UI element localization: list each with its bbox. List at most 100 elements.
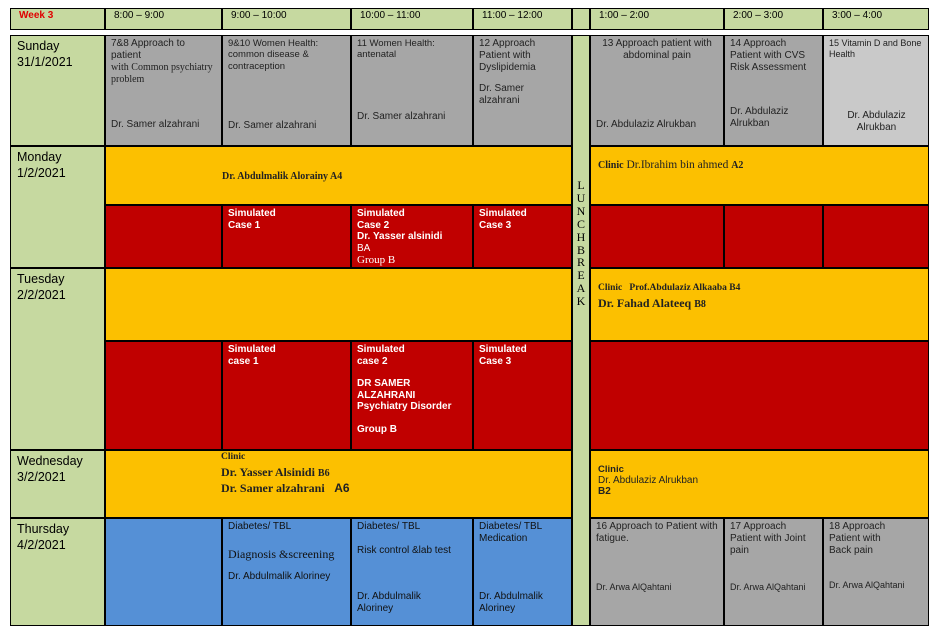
sunday-session-6: 14 Approach Patient with CVS Risk Assess… xyxy=(724,35,823,146)
session-doctor: Dr. Yasser alsinidi xyxy=(357,231,467,243)
week-label-cell: Week 3 xyxy=(10,8,105,30)
session-title: Diabetes/ TBL xyxy=(228,521,345,533)
monday-red-slot-5 xyxy=(590,205,724,268)
slot-time: 8:00 – 9:00 xyxy=(114,10,164,21)
session-title: 18 Approach Patient with Back pain xyxy=(829,521,904,557)
session-doctor: Dr. Samer alzahrani xyxy=(357,111,468,123)
slot-header-7: 3:00 – 4:00 xyxy=(823,8,929,30)
session-topic: Diagnosis &screening xyxy=(228,547,345,561)
clinic-code: B2 xyxy=(598,486,611,498)
session-title: 9&10 Women Health: common disease & cont… xyxy=(228,38,345,72)
session-title: Simulated case 2 xyxy=(357,344,417,367)
thursday-blue-slot-1 xyxy=(105,518,222,626)
day-date: 1/2/2021 xyxy=(17,166,98,182)
clinic-doctor: Dr. Abdulmalik Alorainy A4 xyxy=(222,171,342,183)
day-label-tuesday: Tuesday 2/2/2021 xyxy=(10,268,105,450)
day-date: 4/2/2021 xyxy=(17,538,98,554)
day-name: Wednesday xyxy=(17,454,98,470)
session-title: Diabetes/ TBL Medication xyxy=(479,521,566,545)
sunday-session-7: 15 Vitamin D and Bone Health Dr. Abdulaz… xyxy=(823,35,929,146)
tuesday-simulated-case-3: Simulated Case 3 xyxy=(473,341,572,450)
session-title: 12 Approach Patient with Dyslipidemia xyxy=(479,38,566,74)
session-title: Simulated case 1 xyxy=(228,344,288,367)
day-date: 31/1/2021 xyxy=(17,55,98,71)
session-doctor: Dr. Samer alzahrani xyxy=(111,119,217,131)
tuesday-simulated-case-1: Simulated case 1 xyxy=(222,341,351,450)
sunday-session-4: 12 Approach Patient with Dyslipidemia Dr… xyxy=(473,35,572,146)
tuesday-simulated-case-2: Simulated case 2 DR SAMER ALZAHRANI Psyc… xyxy=(351,341,473,450)
clinic-line-2: Dr. Samer alzahrani A6 xyxy=(221,481,350,495)
session-group: Group B xyxy=(357,424,467,436)
session-title: 14 Approach Patient with CVS Risk Assess… xyxy=(730,38,817,74)
lunch-letter: U xyxy=(573,192,589,205)
clinic-label: Clinic xyxy=(598,160,624,171)
thursday-session-6: 17 Approach Patient with Joint pain Dr. … xyxy=(724,518,823,626)
session-doctor: Dr. Abdulmalik Aloriney xyxy=(479,591,559,615)
slot-time: 9:00 – 10:00 xyxy=(231,10,287,21)
monday-morning-clinic: Dr. Abdulmalik Alorainy A4 xyxy=(105,146,572,205)
lunch-letter: C xyxy=(573,218,589,231)
session-doctor: Dr. Samer alzahrani xyxy=(479,83,567,107)
session-doctor: Dr. Arwa AlQahtani xyxy=(730,582,818,593)
slot-time: 2:00 – 3:00 xyxy=(733,10,783,21)
clinic-line-1: Dr. Yasser Alsinidi B6 xyxy=(221,465,330,480)
session-title: 17 Approach Patient with Joint pain xyxy=(730,521,817,557)
clinic-code: B6 xyxy=(318,468,330,479)
session-title: 15 Vitamin D and Bone Health xyxy=(829,38,923,60)
slot-header-5: 1:00 – 2:00 xyxy=(590,8,724,30)
thursday-session-3: Diabetes/ TBL Risk control &lab test Dr.… xyxy=(351,518,473,626)
monday-red-slot-7 xyxy=(823,205,929,268)
slot-header-3: 10:00 – 11:00 xyxy=(351,8,473,30)
session-code: BA xyxy=(357,243,467,254)
session-title: Simulated Case 1 xyxy=(228,208,288,231)
tuesday-red-slot-1 xyxy=(105,341,222,450)
session-doctor: DR SAMER ALZAHRANI xyxy=(357,378,447,401)
session-doctor: Dr. Samer alzahrani xyxy=(228,120,346,132)
day-name: Thursday xyxy=(17,522,98,538)
tuesday-afternoon-clinic: Clinic Prof.Abdulaziz Alkaaba B4 Dr. Fah… xyxy=(590,268,929,341)
session-topic: Psychiatry Disorder xyxy=(357,401,467,413)
thursday-session-4: Diabetes/ TBL Medication Dr. Abdulmalik … xyxy=(473,518,572,626)
slot-header-4: 11:00 – 12:00 xyxy=(473,8,572,30)
day-label-sunday: Sunday 31/1/2021 xyxy=(10,35,105,146)
session-doctor: Dr. Abdulaziz Alrukban xyxy=(829,110,924,134)
slot-header-1: 8:00 – 9:00 xyxy=(105,8,222,30)
thursday-session-5: 16 Approach to Patient with fatigue. Dr.… xyxy=(590,518,724,626)
monday-simulated-case-3: Simulated Case 3 xyxy=(473,205,572,268)
clinic-line: Clinic Dr.Ibrahim bin ahmed A2 xyxy=(598,159,743,173)
day-name: Tuesday xyxy=(17,272,98,288)
session-subtitle: with Common psychiatry problem xyxy=(111,62,216,86)
lunch-letter: N xyxy=(573,205,589,218)
week-label: Week 3 xyxy=(19,10,53,21)
clinic-code: A2 xyxy=(731,160,743,171)
session-doctor: Dr. Arwa AlQahtani xyxy=(829,580,924,591)
monday-red-slot-1 xyxy=(105,205,222,268)
wednesday-afternoon-clinic: Clinic Dr. Abdulaziz Alrukban B2 xyxy=(590,450,929,518)
monday-simulated-case-1: Simulated Case 1 xyxy=(222,205,351,268)
session-topic: Risk control &lab test xyxy=(357,545,467,557)
session-title: 11 Women Health: antenatal xyxy=(357,38,467,61)
monday-afternoon-clinic: Clinic Dr.Ibrahim bin ahmed A2 xyxy=(590,146,929,205)
monday-red-slot-6 xyxy=(724,205,823,268)
session-title: Simulated Case 3 xyxy=(479,344,539,367)
slot-time: 10:00 – 11:00 xyxy=(360,10,420,21)
wednesday-morning-clinic: Clinic Dr. Yasser Alsinidi B6 Dr. Samer … xyxy=(105,450,572,518)
clinic-label: Clinic xyxy=(221,452,245,463)
lunch-letter: H xyxy=(573,231,589,244)
lunch-header xyxy=(572,8,590,30)
clinic-doctor: Prof.Abdulaziz Alkaaba B4 xyxy=(629,283,740,293)
lunch-letter: K xyxy=(573,295,589,308)
session-doctor: Dr. Abdulmalik Aloriney xyxy=(228,571,345,583)
slot-time: 11:00 – 12:00 xyxy=(482,10,542,21)
clinic-label: Clinic xyxy=(598,464,624,475)
thursday-session-7: 18 Approach Patient with Back pain Dr. A… xyxy=(823,518,929,626)
clinic-doctor: Dr. Samer alzahrani xyxy=(221,481,325,495)
session-doctor: Dr. Abdulmalik Aloriney xyxy=(357,591,437,615)
session-group: Group B xyxy=(357,254,467,266)
clinic-code: A6 xyxy=(334,481,349,495)
clinic-doctor: Dr. Fahad Alateeq xyxy=(598,296,691,310)
sunday-session-5: 13 Approach patient with abdominal pain … xyxy=(590,35,724,146)
clinic-label: Clinic xyxy=(598,283,622,293)
day-label-wednesday: Wednesday 3/2/2021 xyxy=(10,450,105,518)
session-doctor: Dr. Abdulaziz Alrukban xyxy=(730,106,818,130)
